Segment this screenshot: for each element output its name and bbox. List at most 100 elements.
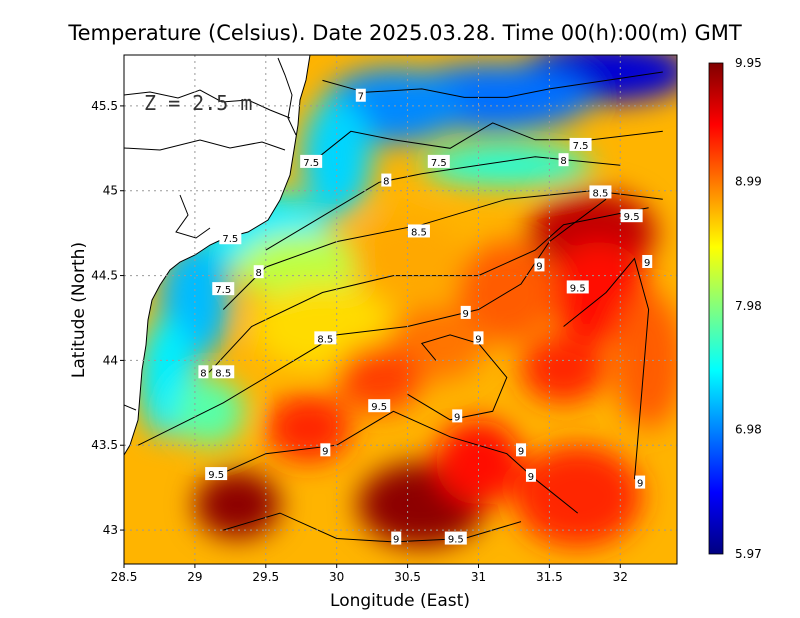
contour-label-box [452, 409, 463, 423]
contour-label-text: 9 [644, 258, 650, 269]
contour-label: 7.5 [300, 154, 323, 169]
contour-label-text: 9.5 [371, 402, 387, 413]
contour-label: 7 [355, 88, 366, 103]
temperature-patch [435, 419, 522, 505]
contour-label-text: 7 [358, 92, 364, 103]
contour-label: 8 [198, 365, 209, 379]
contour-label: 9 [635, 475, 646, 490]
contour-label: 9.5 [620, 209, 643, 223]
y-tick-label: 44 [103, 353, 118, 367]
contour-label-text: 9 [528, 472, 534, 483]
contour-label-text: 8 [383, 177, 389, 188]
x-axis-ticks: 28.5 29 29.5 30 30.5 31 31.5 32 [111, 564, 628, 584]
contour-label: 7.5 [427, 154, 450, 169]
contour-label: 8 [558, 153, 569, 167]
contour-label: 7.5 [569, 137, 592, 152]
contour-label-box [525, 468, 536, 482]
temperature-patch [613, 292, 677, 429]
land-outlines [124, 57, 297, 411]
contour-label-box [473, 331, 484, 345]
y-tick-label: 43 [103, 523, 118, 537]
y-tick-label: 45 [103, 184, 118, 198]
contour-label-text: 7.5 [303, 158, 319, 169]
temperature-patch [301, 97, 373, 217]
contour-label: 9.5 [205, 467, 228, 481]
y-tick-label: 44.5 [91, 269, 118, 283]
contour-label: 9 [320, 443, 331, 457]
contour-label-text: 9.5 [570, 283, 586, 294]
contour-label-box [569, 137, 592, 151]
contour-label-box [205, 467, 228, 481]
x-tick-label: 29 [187, 570, 202, 584]
contour-label: 9.5 [368, 399, 391, 413]
y-tick-label: 43.5 [91, 438, 118, 452]
contour-label: 9 [391, 531, 402, 546]
x-tick-label: 31.5 [536, 570, 563, 584]
contour-label-text: 8.5 [592, 188, 608, 199]
contour-label: 8.5 [212, 365, 235, 379]
contour-label: 9 [452, 409, 463, 423]
temperature-patch [251, 284, 394, 369]
contour-label-box [558, 153, 569, 167]
chart-title: Temperature (Celsius). Date 2025.03.28. … [67, 21, 742, 45]
contour-label-text: 9.5 [448, 535, 464, 546]
contour-label-box [314, 331, 337, 345]
contour-label-box [589, 185, 612, 199]
contour-label: 9 [525, 468, 536, 483]
y-axis-ticks: 43 43.5 44 44.5 45 45.5 [91, 99, 124, 537]
contour-label-text: 8 [256, 268, 262, 279]
contour-label-box [460, 305, 471, 319]
contour-label-text: 8.5 [317, 334, 333, 345]
contour-label: 9 [460, 305, 471, 320]
contour-label-text: 7.5 [431, 158, 447, 169]
colorbar-tick-label: 7.98 [735, 299, 762, 313]
temperature-patch [521, 334, 607, 403]
temperature-patch [173, 377, 245, 446]
contour-label-text: 7.5 [215, 285, 231, 296]
contour-label-box [427, 154, 450, 168]
contour-label-text: 9 [454, 412, 460, 423]
contour-label: 7.5 [219, 231, 242, 245]
contour-label-box [566, 280, 589, 294]
contour-label-text: 9 [322, 446, 328, 457]
colorbar-tick-label: 5.97 [735, 547, 762, 561]
contour-label-box [320, 443, 331, 457]
contour-label-text: 9 [518, 446, 524, 457]
y-tick-label: 45.5 [91, 99, 118, 113]
contour-label: 8 [381, 173, 392, 188]
contour-label: 8.5 [589, 185, 612, 199]
colorbar [708, 62, 724, 555]
contour-label: 9.5 [566, 280, 589, 294]
temperature-patch [513, 445, 642, 548]
contour-label-box [642, 254, 653, 268]
colorbar-tick-label: 6.98 [735, 422, 762, 436]
contour-label-box [219, 231, 242, 245]
temperature-patch [194, 470, 280, 539]
x-tick-label: 31 [471, 570, 486, 584]
contour-label-text: 9 [637, 479, 643, 490]
colorbar-tick-label: 8.99 [735, 174, 762, 188]
contour-label-text: 9 [393, 535, 399, 546]
contour-label: 9 [473, 331, 484, 345]
x-tick-label: 30 [329, 570, 344, 584]
contour-label-text: 8.5 [411, 227, 427, 238]
contour-label-box [212, 282, 235, 296]
contour-label-text: 8 [560, 156, 566, 167]
contour-line [208, 207, 649, 373]
x-tick-label: 32 [613, 570, 628, 584]
depth-label: Z = 2.5 m [144, 91, 252, 115]
x-tick-label: 28.5 [111, 570, 138, 584]
contour-label-box [407, 224, 430, 238]
contour-label-box [516, 443, 527, 457]
colorbar-tick-label: 9.95 [735, 56, 762, 70]
contour-label: 8.5 [314, 331, 337, 345]
contour-label: 8.5 [407, 224, 430, 238]
contour-label-text: 9.5 [624, 212, 640, 223]
contour-label-box [212, 365, 235, 379]
contour-label-box [355, 88, 366, 102]
temperature-patch [350, 216, 465, 302]
colorbar-ticks: 9.95 8.99 7.98 6.98 5.97 [735, 56, 762, 561]
